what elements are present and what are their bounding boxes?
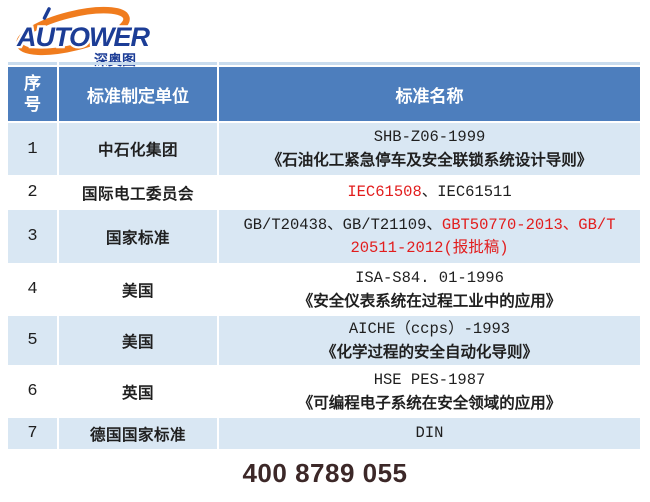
table-row: 3 国家标准 GB/T20438、GB/T21109、GBT50770-2013… <box>8 210 640 263</box>
standard-code: SHB-Z06-1999 <box>373 128 486 146</box>
standard-code-rest: GB/T20438、GB/T21109、 <box>243 215 442 234</box>
table-header-row: 序号 标准制定单位 标准名称 <box>8 67 640 121</box>
header-name: 标准名称 <box>219 67 640 121</box>
row-num: 6 <box>8 367 57 416</box>
standard-title: 《石油化工紧急停车及安全联锁系统设计导则》 <box>266 152 593 169</box>
row-num: 4 <box>8 265 57 314</box>
standard-code-highlight: IEC61508 <box>347 183 422 201</box>
row-name: AICHE（ccps）-1993 《化学过程的安全自动化导则》 <box>219 316 640 365</box>
logo-swoosh-icon <box>16 6 130 56</box>
row-num: 7 <box>8 418 57 449</box>
row-num: 3 <box>8 210 57 263</box>
row-name: IEC61508、IEC61511 <box>219 177 640 208</box>
standards-table: 序号 标准制定单位 标准名称 1 中石化集团 SHB-Z06-1999 《石油化… <box>6 60 642 451</box>
row-name: HSE PES-1987 《可编程电子系统在安全领域的应用》 <box>219 367 640 416</box>
row-org: 英国 <box>59 367 217 416</box>
standard-code: HSE PES-1987 <box>373 370 486 389</box>
table-top-accent-segment <box>219 62 640 65</box>
table-row: 2 国际电工委员会 IEC61508、IEC61511 <box>8 177 640 208</box>
row-num: 2 <box>8 177 57 208</box>
table-top-accent-segment <box>8 62 57 65</box>
row-org: 国家标准 <box>59 210 217 263</box>
standard-title: 《化学过程的安全自动化导则》 <box>320 343 538 361</box>
row-org: 美国 <box>59 265 217 314</box>
logo-brand-text: AUTOWER <box>16 22 150 52</box>
standard-title: 《安全仪表系统在过程工业中的应用》 <box>297 292 562 310</box>
standard-code: DIN <box>415 424 444 442</box>
logo-accent-icon <box>42 7 51 20</box>
table-row: 6 英国 HSE PES-1987 《可编程电子系统在安全领域的应用》 <box>8 367 640 416</box>
row-name: GB/T20438、GB/T21109、GBT50770-2013、GB/T 2… <box>219 210 640 263</box>
header-seq-label: 序号 <box>24 73 41 114</box>
standard-code: GB/T20438、GB/T21109、GBT50770-2013、GB/T <box>225 214 634 237</box>
table-top-accent-segment <box>59 62 217 65</box>
standard-code-highlight: 20511-2012(报批稿) <box>350 238 509 257</box>
row-name: ISA-S84. 01-1996 《安全仪表系统在过程工业中的应用》 <box>219 265 640 314</box>
header-seq: 序号 <box>8 67 57 121</box>
table-row: 7 德国国家标准 DIN <box>8 418 640 449</box>
row-name: SHB-Z06-1999 《石油化工紧急停车及安全联锁系统设计导则》 <box>219 123 640 175</box>
row-num: 1 <box>8 123 57 175</box>
row-org: 中石化集团 <box>59 123 217 175</box>
standard-code: ISA-S84. 01-1996 <box>355 268 504 287</box>
phone-number: 400 8789 055 <box>242 458 408 488</box>
standard-code: AICHE（ccps）-1993 <box>348 319 511 338</box>
header-org: 标准制定单位 <box>59 67 217 121</box>
standard-code-rest: 、IEC61511 <box>421 183 512 201</box>
row-name: DIN <box>219 418 640 449</box>
row-org: 德国国家标准 <box>59 418 217 449</box>
row-org: 国际电工委员会 <box>59 177 217 208</box>
standard-title: 《可编程电子系统在安全领域的应用》 <box>297 394 562 412</box>
table-row: 5 美国 AICHE（ccps）-1993 《化学过程的安全自动化导则》 <box>8 316 640 365</box>
standard-code-highlight: GBT50770-2013、GB/T <box>441 215 616 234</box>
table-row: 4 美国 ISA-S84. 01-1996 《安全仪表系统在过程工业中的应用》 <box>8 265 640 314</box>
row-org: 美国 <box>59 316 217 365</box>
standard-code: IEC61508、IEC61511 <box>225 181 634 204</box>
table-row: 1 中石化集团 SHB-Z06-1999 《石油化工紧急停车及安全联锁系统设计导… <box>8 123 640 175</box>
row-num: 5 <box>8 316 57 365</box>
table-top-accent <box>8 62 640 65</box>
